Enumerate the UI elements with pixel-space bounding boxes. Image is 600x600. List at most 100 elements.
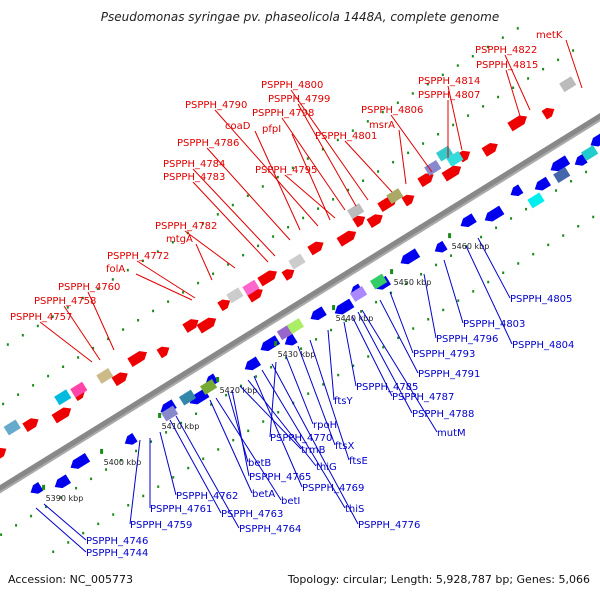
leader-line	[261, 369, 346, 509]
ruler-dot	[127, 504, 130, 507]
ruler-dot	[300, 347, 303, 350]
reverse-gene-shape	[434, 240, 448, 253]
leader-line	[159, 431, 177, 496]
ruler-dot	[247, 429, 250, 433]
ruler-dot	[435, 263, 438, 267]
reverse-gene-shape	[400, 248, 421, 265]
feature-block	[553, 167, 571, 183]
ruler-dot	[450, 254, 453, 257]
ruler-dot	[412, 327, 415, 330]
tick-label: 5420 kbp	[220, 386, 258, 395]
forward-gene	[111, 372, 128, 387]
ruler-dot	[486, 45, 489, 49]
feature-block	[424, 159, 442, 176]
feature-block-shape	[370, 273, 388, 290]
ruler-dot	[81, 296, 84, 300]
gene-label-reverse: PSPPH_4761	[150, 504, 212, 515]
gene-label-reverse: PSPPH_4769	[302, 483, 364, 494]
leader-line	[253, 375, 303, 488]
gene-label-forward: folA	[106, 264, 125, 275]
ruler-dot	[527, 77, 530, 80]
gene-label-reverse: PSPPH_4803	[463, 319, 525, 330]
leader-line	[351, 315, 393, 397]
ruler-dot	[337, 373, 340, 377]
reverse-gene	[334, 298, 355, 315]
gene-label-reverse: ftsX	[335, 441, 354, 452]
ruler-dot	[315, 338, 318, 341]
ruler-dot	[367, 355, 370, 358]
ruler-dot	[427, 318, 430, 321]
feature-block	[350, 285, 368, 302]
forward-gene	[417, 173, 434, 188]
ruler-dot	[392, 160, 395, 164]
leader-line	[175, 415, 240, 529]
leader-line	[357, 311, 413, 414]
gene-label-forward: PSPPH_4815	[476, 60, 538, 71]
ruler-dot	[167, 300, 170, 303]
gene-label-reverse: trmB	[301, 445, 326, 456]
ruler-dot	[165, 431, 168, 434]
reverse-gene	[460, 213, 477, 228]
ruler-dot	[6, 343, 9, 346]
tick-mark	[332, 305, 336, 311]
leader-line	[284, 174, 336, 219]
genome-summary-text: Topology: circular; Length: 5,928,787 bp…	[287, 573, 590, 586]
feature-block-shape	[178, 389, 197, 406]
leader-line	[379, 299, 419, 374]
feature-block	[3, 419, 21, 436]
ruler-dot	[75, 486, 78, 490]
tick-mark	[448, 233, 452, 239]
leader-line	[505, 69, 521, 117]
scale-ticks: 5390 kbp 5400 kbp 5410 kbp 5420 kbp 5430 kbp…	[42, 233, 489, 503]
ruler-dot	[262, 420, 265, 423]
ruler-dot	[182, 291, 185, 294]
ruler-dot	[171, 241, 174, 244]
ruler-dot	[420, 273, 423, 276]
ruler-dot	[472, 290, 475, 293]
ruler-dot	[126, 268, 129, 272]
feature-block-shape	[553, 167, 571, 183]
gene-label-forward: PSPPH_4786	[177, 138, 239, 149]
tick-mark	[158, 412, 162, 418]
ruler-dot	[572, 49, 575, 52]
feature-block	[242, 279, 260, 296]
forward-gene-shape	[307, 241, 324, 256]
tick-label: 5450 kbp	[394, 278, 432, 287]
gene-label-reverse: ftsE	[349, 456, 368, 467]
ruler-dot	[585, 170, 588, 174]
forward-gene	[281, 269, 295, 281]
ruler-dot	[180, 421, 183, 425]
ruler-dot	[246, 194, 249, 197]
feature-block	[370, 273, 388, 290]
ruler-dot	[112, 513, 115, 516]
ruler-dot	[242, 253, 245, 257]
ruler-dot	[157, 485, 160, 488]
gene-label-forward: metK	[536, 30, 563, 41]
reverse-gene	[510, 184, 524, 197]
forward-gene	[366, 214, 383, 229]
reverse-gene-shape	[534, 176, 551, 191]
feature-block	[581, 145, 599, 161]
forward-gene	[51, 407, 72, 424]
gene-label-reverse: PSPPH_4744	[86, 548, 148, 559]
gene-label-forward: PSPPH_4798	[252, 108, 314, 119]
ruler-dot	[67, 541, 70, 544]
leader-line	[269, 361, 277, 438]
leader-line	[390, 114, 433, 173]
feature-block-shape	[581, 145, 599, 161]
gene-label-forward: PSPPH_4799	[268, 94, 330, 105]
ruler-dot	[2, 402, 5, 406]
forward-gene-shape	[281, 269, 295, 281]
ruler-dot	[66, 306, 69, 309]
ruler-dot	[302, 216, 305, 220]
gene-label-forward: PSPPH_4800	[261, 80, 323, 91]
forward-gene	[217, 299, 231, 312]
ruler-dot	[330, 328, 333, 332]
gene-labels: PSPPH_4757 PSPPH_4758 PSPPH_4760 folA PSPPH_…	[10, 30, 574, 559]
leader-line	[343, 321, 357, 387]
feature-block	[436, 145, 454, 162]
forward-gene-shape	[352, 215, 366, 228]
forward-gene-shape	[457, 150, 471, 163]
leader-line	[214, 109, 319, 227]
